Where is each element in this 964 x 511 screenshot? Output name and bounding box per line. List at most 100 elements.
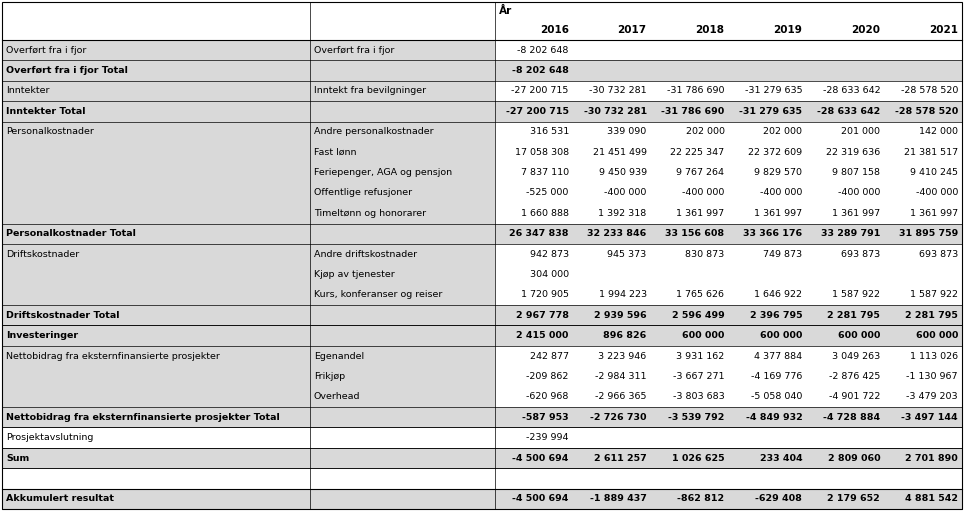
Text: -31 786 690: -31 786 690 — [661, 107, 725, 116]
Bar — [884, 60, 962, 81]
Bar — [310, 326, 495, 346]
Bar — [310, 101, 495, 122]
Text: 1 361 997: 1 361 997 — [677, 209, 725, 218]
Bar — [651, 285, 729, 305]
Bar — [884, 162, 962, 183]
Bar — [2, 60, 310, 81]
Text: 3 223 946: 3 223 946 — [599, 352, 647, 361]
Bar — [806, 346, 884, 366]
Bar — [651, 60, 729, 81]
Bar — [573, 366, 651, 387]
Bar — [729, 407, 806, 427]
Bar — [310, 407, 495, 427]
Text: -31 279 635: -31 279 635 — [739, 107, 802, 116]
Text: 316 531: 316 531 — [529, 127, 569, 136]
Text: 2021: 2021 — [929, 25, 958, 35]
Text: Inntekt fra bevilgninger: Inntekt fra bevilgninger — [314, 86, 426, 96]
Text: -400 000: -400 000 — [760, 189, 802, 197]
Bar — [729, 162, 806, 183]
Text: 2020: 2020 — [851, 25, 880, 35]
Bar — [2, 407, 310, 427]
Bar — [806, 40, 884, 60]
Bar — [729, 142, 806, 162]
Bar — [310, 81, 495, 101]
Text: 304 000: 304 000 — [529, 270, 569, 279]
Bar — [310, 264, 495, 285]
Bar — [2, 203, 310, 223]
Text: Fast lønn: Fast lønn — [314, 148, 357, 157]
Text: 26 347 838: 26 347 838 — [509, 229, 569, 238]
Bar — [884, 326, 962, 346]
Text: Inntekter Total: Inntekter Total — [6, 107, 86, 116]
Text: 2 396 795: 2 396 795 — [750, 311, 802, 320]
Text: 693 873: 693 873 — [919, 249, 958, 259]
Bar — [2, 223, 310, 244]
Text: -4 169 776: -4 169 776 — [751, 372, 802, 381]
Bar — [806, 468, 884, 489]
Text: -4 901 722: -4 901 722 — [829, 392, 880, 401]
Bar — [884, 244, 962, 264]
Text: 2 179 652: 2 179 652 — [827, 494, 880, 503]
Bar — [495, 326, 573, 346]
Bar — [573, 81, 651, 101]
Bar — [2, 305, 310, 326]
Bar — [573, 407, 651, 427]
Bar — [2, 244, 310, 264]
Text: -587 953: -587 953 — [522, 413, 569, 422]
Text: Feriepenger, AGA og pensjon: Feriepenger, AGA og pensjon — [314, 168, 452, 177]
Text: 749 873: 749 873 — [763, 249, 802, 259]
Bar — [884, 142, 962, 162]
Text: 9 807 158: 9 807 158 — [832, 168, 880, 177]
Text: -3 497 144: -3 497 144 — [901, 413, 958, 422]
Bar — [573, 162, 651, 183]
Text: 4 377 884: 4 377 884 — [754, 352, 802, 361]
Bar — [806, 366, 884, 387]
Bar — [495, 285, 573, 305]
Text: 1 361 997: 1 361 997 — [754, 209, 802, 218]
Text: 2 701 890: 2 701 890 — [905, 454, 958, 462]
Text: 1 361 997: 1 361 997 — [910, 209, 958, 218]
Bar — [2, 142, 310, 162]
Text: 21 381 517: 21 381 517 — [904, 148, 958, 157]
Bar — [2, 122, 310, 142]
Text: -620 968: -620 968 — [526, 392, 569, 401]
Bar — [651, 305, 729, 326]
Bar — [495, 264, 573, 285]
Text: 3 931 162: 3 931 162 — [677, 352, 725, 361]
Bar — [806, 81, 884, 101]
Bar — [729, 427, 806, 448]
Bar — [884, 81, 962, 101]
Text: Sum: Sum — [6, 454, 29, 462]
Bar — [729, 223, 806, 244]
Text: 9 450 939: 9 450 939 — [599, 168, 647, 177]
Bar — [651, 468, 729, 489]
Bar — [573, 142, 651, 162]
Bar — [2, 468, 310, 489]
Bar — [310, 60, 495, 81]
Text: 896 826: 896 826 — [603, 331, 647, 340]
Text: -27 200 715: -27 200 715 — [506, 107, 569, 116]
Text: 2019: 2019 — [773, 25, 802, 35]
Bar — [573, 387, 651, 407]
Bar — [573, 489, 651, 509]
Text: -400 000: -400 000 — [838, 189, 880, 197]
Text: Frikjøp: Frikjøp — [314, 372, 345, 381]
Text: 2 281 795: 2 281 795 — [827, 311, 880, 320]
Bar — [884, 448, 962, 468]
Text: -30 732 281: -30 732 281 — [589, 86, 647, 96]
Text: 2 939 596: 2 939 596 — [594, 311, 647, 320]
Bar — [884, 101, 962, 122]
Text: 1 026 625: 1 026 625 — [672, 454, 725, 462]
Text: -2 966 365: -2 966 365 — [595, 392, 647, 401]
Text: 2016: 2016 — [540, 25, 569, 35]
Bar — [884, 387, 962, 407]
Text: 2017: 2017 — [618, 25, 647, 35]
Bar — [806, 427, 884, 448]
Bar — [651, 489, 729, 509]
Text: -400 000: -400 000 — [604, 189, 647, 197]
Text: -4 500 694: -4 500 694 — [513, 494, 569, 503]
Text: -3 479 203: -3 479 203 — [906, 392, 958, 401]
Text: 33 289 791: 33 289 791 — [820, 229, 880, 238]
Bar — [495, 489, 573, 509]
Text: -4 728 884: -4 728 884 — [823, 413, 880, 422]
